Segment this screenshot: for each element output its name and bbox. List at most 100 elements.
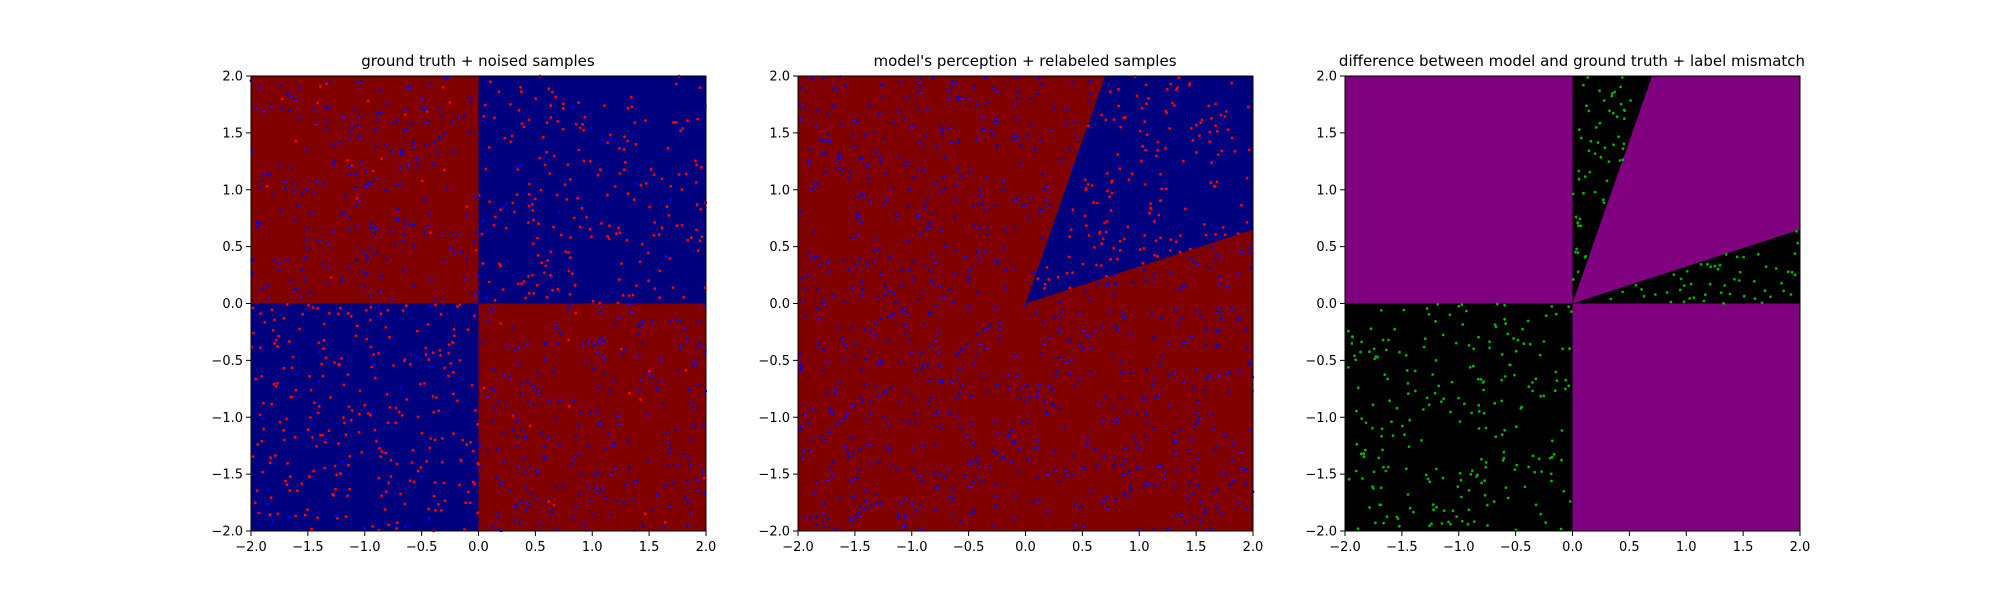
mismatch-point [1735,255,1739,259]
mismatch-point [1555,379,1559,383]
sample-point [969,268,973,271]
sample-point [364,308,368,312]
sample-point [309,416,312,419]
x-tick-label: 2.0 [1243,540,1264,555]
mismatch-point [1388,399,1391,403]
sample-point [658,296,661,299]
sample-point [377,476,381,480]
x-tick-label: −1.0 [349,540,381,555]
sample-point [360,451,364,454]
sample-point [883,284,887,288]
sample-point [590,235,593,239]
sample-point [875,385,878,388]
sample-point [1110,191,1114,195]
sample-point [980,127,984,131]
sample-point [567,269,571,273]
sample-point [314,121,318,125]
sample-point [1144,483,1147,487]
sample-point [457,233,461,237]
sample-point [341,416,345,419]
sample-point [798,104,801,107]
mismatch-point [1572,278,1575,281]
sample-point [980,479,984,483]
sample-point [1101,237,1105,241]
sample-point [1046,473,1049,476]
sample-point [458,359,462,362]
sample-point [849,479,853,483]
sample-point [1019,143,1023,147]
sample-point [669,184,673,188]
mismatch-point [1764,265,1768,268]
sample-point [474,248,478,252]
sample-point [858,505,862,509]
sample-point [566,308,570,312]
sample-point [1220,511,1224,514]
sample-point [815,255,819,259]
sample-point [315,180,319,183]
sample-point [481,262,485,265]
mismatch-point [1527,385,1531,389]
sample-point [865,262,869,266]
sample-point [895,217,898,220]
sample-point [537,392,541,396]
sample-point [973,509,976,513]
sample-point [581,343,585,347]
sample-point [1227,390,1231,394]
sample-point [1076,136,1079,140]
sample-point [960,348,964,352]
sample-point [1208,374,1211,378]
sample-point [547,87,551,91]
sample-point [522,457,525,461]
sample-point [857,257,861,260]
x-tick-label: −0.5 [1500,540,1532,555]
sample-point [943,186,947,190]
sample-point [915,509,919,513]
sample-point [873,131,876,135]
mismatch-point [1582,83,1585,87]
sample-point [993,494,997,498]
mismatch-point [1381,338,1385,342]
sample-point [316,516,320,520]
sample-point [490,386,494,390]
sample-point [1204,233,1208,237]
sample-point [604,496,608,500]
sample-point [816,182,820,186]
sample-point [355,197,359,200]
sample-point [451,392,455,396]
sample-point [365,272,369,275]
sample-point [920,367,924,371]
sample-point [585,360,588,364]
sample-point [847,176,850,180]
sample-point [1015,374,1019,378]
sample-point [396,521,399,525]
sample-point [427,507,430,511]
sample-point [433,438,437,442]
sample-point [813,256,817,260]
sample-point [484,167,488,171]
sample-point [1033,147,1037,151]
sample-point [592,344,596,347]
sample-point [266,488,270,491]
sample-point [467,96,471,100]
sample-point [354,205,358,209]
sample-point [1056,275,1060,279]
sample-point [867,177,871,181]
sample-point [424,346,428,350]
sample-point [815,480,819,484]
sample-point [1135,94,1139,98]
sample-point [989,323,992,327]
sample-point [510,134,514,138]
sample-point [976,459,980,463]
sample-point [917,474,921,478]
sample-point [277,164,281,168]
mismatch-point [1467,508,1471,512]
sample-point [900,284,904,287]
sample-point [331,230,335,233]
sample-point [526,400,530,404]
sample-point [257,511,261,515]
sample-point [304,238,308,242]
sample-point [829,466,833,470]
mismatch-point [1393,327,1397,331]
sample-point [1141,262,1145,265]
sample-point [1117,87,1120,91]
